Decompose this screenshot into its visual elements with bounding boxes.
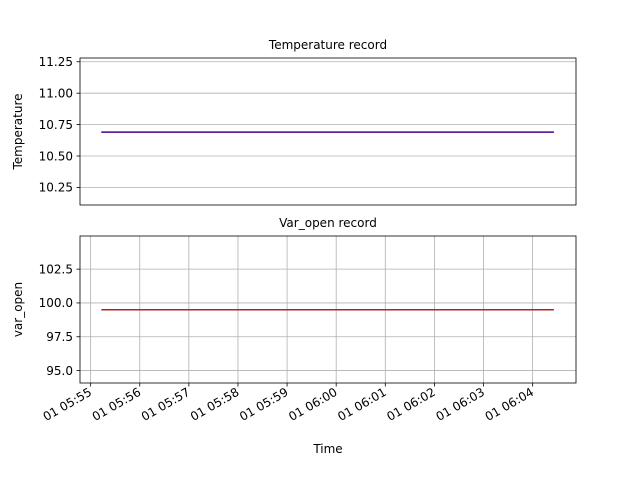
- x-tick-label: 01 05:56: [90, 385, 143, 424]
- x-tick-label: 01 06:01: [335, 385, 388, 424]
- x-tick-label: 01 06:04: [483, 385, 536, 424]
- y-tick-label: 10.50: [39, 149, 73, 163]
- axes-frame: [79, 235, 577, 384]
- x-tick-label: 01 05:57: [139, 385, 192, 424]
- x-tick-label: 01 05:55: [41, 385, 94, 424]
- x-axis-label: Time: [312, 442, 342, 456]
- y-tick-label: 10.25: [39, 181, 73, 195]
- y-tick-label: 10.75: [39, 118, 73, 132]
- x-tick-label: 01 06:00: [286, 385, 339, 424]
- y-tick-label: 95.0: [46, 364, 73, 378]
- y-tick-label: 97.5: [46, 330, 73, 344]
- y-tick-label: 100.0: [39, 296, 73, 310]
- x-tick-label: 01 05:58: [188, 385, 241, 424]
- x-tick-label: 01 06:02: [384, 385, 437, 424]
- axes-frame: [79, 57, 577, 206]
- chart-title: Temperature record: [268, 38, 387, 52]
- x-tick-label: 01 06:03: [434, 385, 487, 424]
- y-tick-label: 11.25: [39, 55, 73, 69]
- x-tick-label: 01 05:59: [237, 385, 290, 424]
- y-tick-label: 102.5: [39, 262, 73, 276]
- y-tick-label: 11.00: [39, 86, 73, 100]
- chart-title: Var_open record: [279, 216, 377, 230]
- y-axis-label: var_open: [11, 282, 25, 337]
- y-axis-label: Temperature: [11, 93, 25, 170]
